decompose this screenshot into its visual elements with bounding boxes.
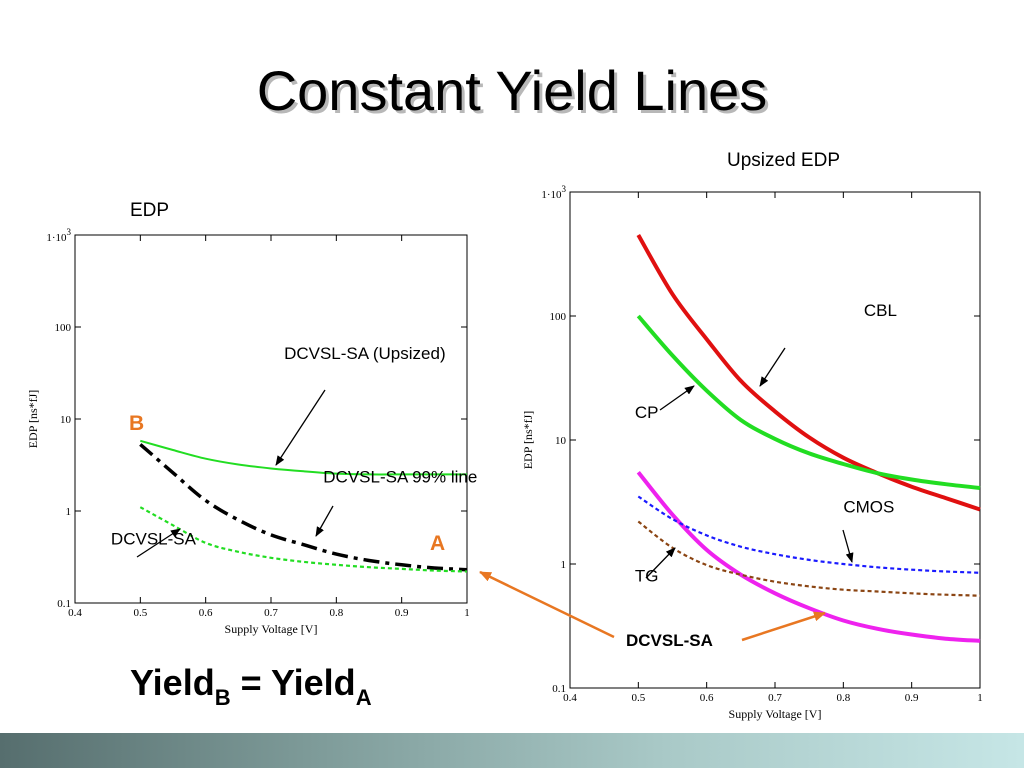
y-axis-label: EDP [ns*fJ]: [26, 390, 40, 449]
annotation-label: CBL: [864, 301, 897, 320]
x-tick-label: 0.5: [133, 607, 147, 619]
series-line-cmos: [637, 495, 981, 574]
x-tick-label: 0.6: [700, 692, 714, 704]
y-tick-label: 1: [561, 559, 567, 571]
equation-rhs-subscript: A: [355, 685, 372, 710]
y-tick-label: 10: [555, 435, 567, 447]
series-line-cp: [636, 314, 981, 490]
chart-caption: Upsized EDP: [727, 150, 840, 171]
x-tick-label: 0.4: [68, 607, 82, 619]
bottom-label-dcvsl-sa: DCVSL-SA: [626, 631, 713, 650]
x-tick-label: 0.7: [264, 607, 278, 619]
x-tick-label: 0.9: [395, 607, 409, 619]
annotation-label: DCVSL-SA 99% line: [323, 467, 477, 486]
x-axis-label: Supply Voltage [V]: [729, 707, 822, 721]
x-tick-label: 1: [464, 607, 470, 619]
annotation-arrow: [136, 528, 181, 558]
equation-operator: =: [230, 662, 271, 703]
slide-title: Constant Yield Lines: [256, 59, 768, 122]
y-tick-label: 1·103: [541, 184, 566, 201]
annotation-arrow: [275, 389, 326, 466]
series-line-brown: [637, 520, 981, 597]
x-tick-label: 1: [977, 692, 983, 704]
annotation-arrow: [645, 547, 676, 579]
orange-arrow-to-point-a: [479, 570, 615, 639]
orange-arrow-to-right-chart: [741, 611, 826, 642]
series-line-cbl: [636, 234, 981, 512]
annotation-arrow: [759, 347, 786, 387]
point-label-a: A: [430, 532, 445, 555]
annotation-label: DCVSL-SA (Upsized): [284, 344, 446, 363]
series-line-upsized: [140, 439, 468, 476]
annotation-label: CP: [635, 403, 659, 422]
annotation-arrow: [659, 385, 695, 411]
point-label-b: B: [129, 412, 144, 435]
x-tick-label: 0.8: [836, 692, 850, 704]
x-axis-label: Supply Voltage [V]: [225, 622, 318, 636]
series-line-base: [139, 506, 468, 573]
y-tick-label: 0.1: [57, 598, 71, 610]
x-tick-label: 0.9: [905, 692, 919, 704]
equation-rhs: Yield: [270, 662, 356, 703]
equation-lhs: Yield: [130, 662, 215, 703]
x-tick-label: 0.4: [563, 692, 577, 704]
annotation-arrow: [315, 505, 334, 537]
equation-lhs-subscript: B: [214, 685, 231, 710]
y-tick-label: 100: [55, 322, 72, 334]
callout-layer: DCVSL-SA: [479, 570, 826, 650]
x-tick-label: 0.5: [631, 692, 645, 704]
annotation-arrow: [842, 529, 854, 563]
series-line-line99: [139, 443, 468, 572]
upsized-edp-chart: Upsized EDP 0.1 1 10 100 1·103 0.4 0.5 0.6 0.7 0.8…: [521, 150, 983, 721]
y-axis-label: EDP [ns*fJ]: [521, 411, 535, 470]
x-tick-label: 0.7: [768, 692, 782, 704]
y-tick-label: 100: [550, 311, 567, 323]
edp-chart: EDP 0.1 1 10 100 1·103 0.4 0.5 0.6 0.7 0.8 0.9 1 Supp…: [26, 200, 477, 636]
yield-equation: YieldB = YieldA: [130, 662, 372, 711]
x-tick-label: 0.6: [199, 607, 213, 619]
chart-caption: EDP: [130, 200, 169, 221]
annotation-label: CMOS: [843, 498, 894, 517]
series-line-tg: [636, 470, 981, 643]
footer-gradient-bar: [0, 733, 1024, 768]
y-tick-label: 10: [60, 414, 72, 426]
y-tick-label: 1·103: [46, 227, 71, 244]
y-tick-label: 0.1: [552, 683, 566, 695]
x-tick-label: 0.8: [329, 607, 343, 619]
y-tick-label: 1: [66, 506, 72, 518]
